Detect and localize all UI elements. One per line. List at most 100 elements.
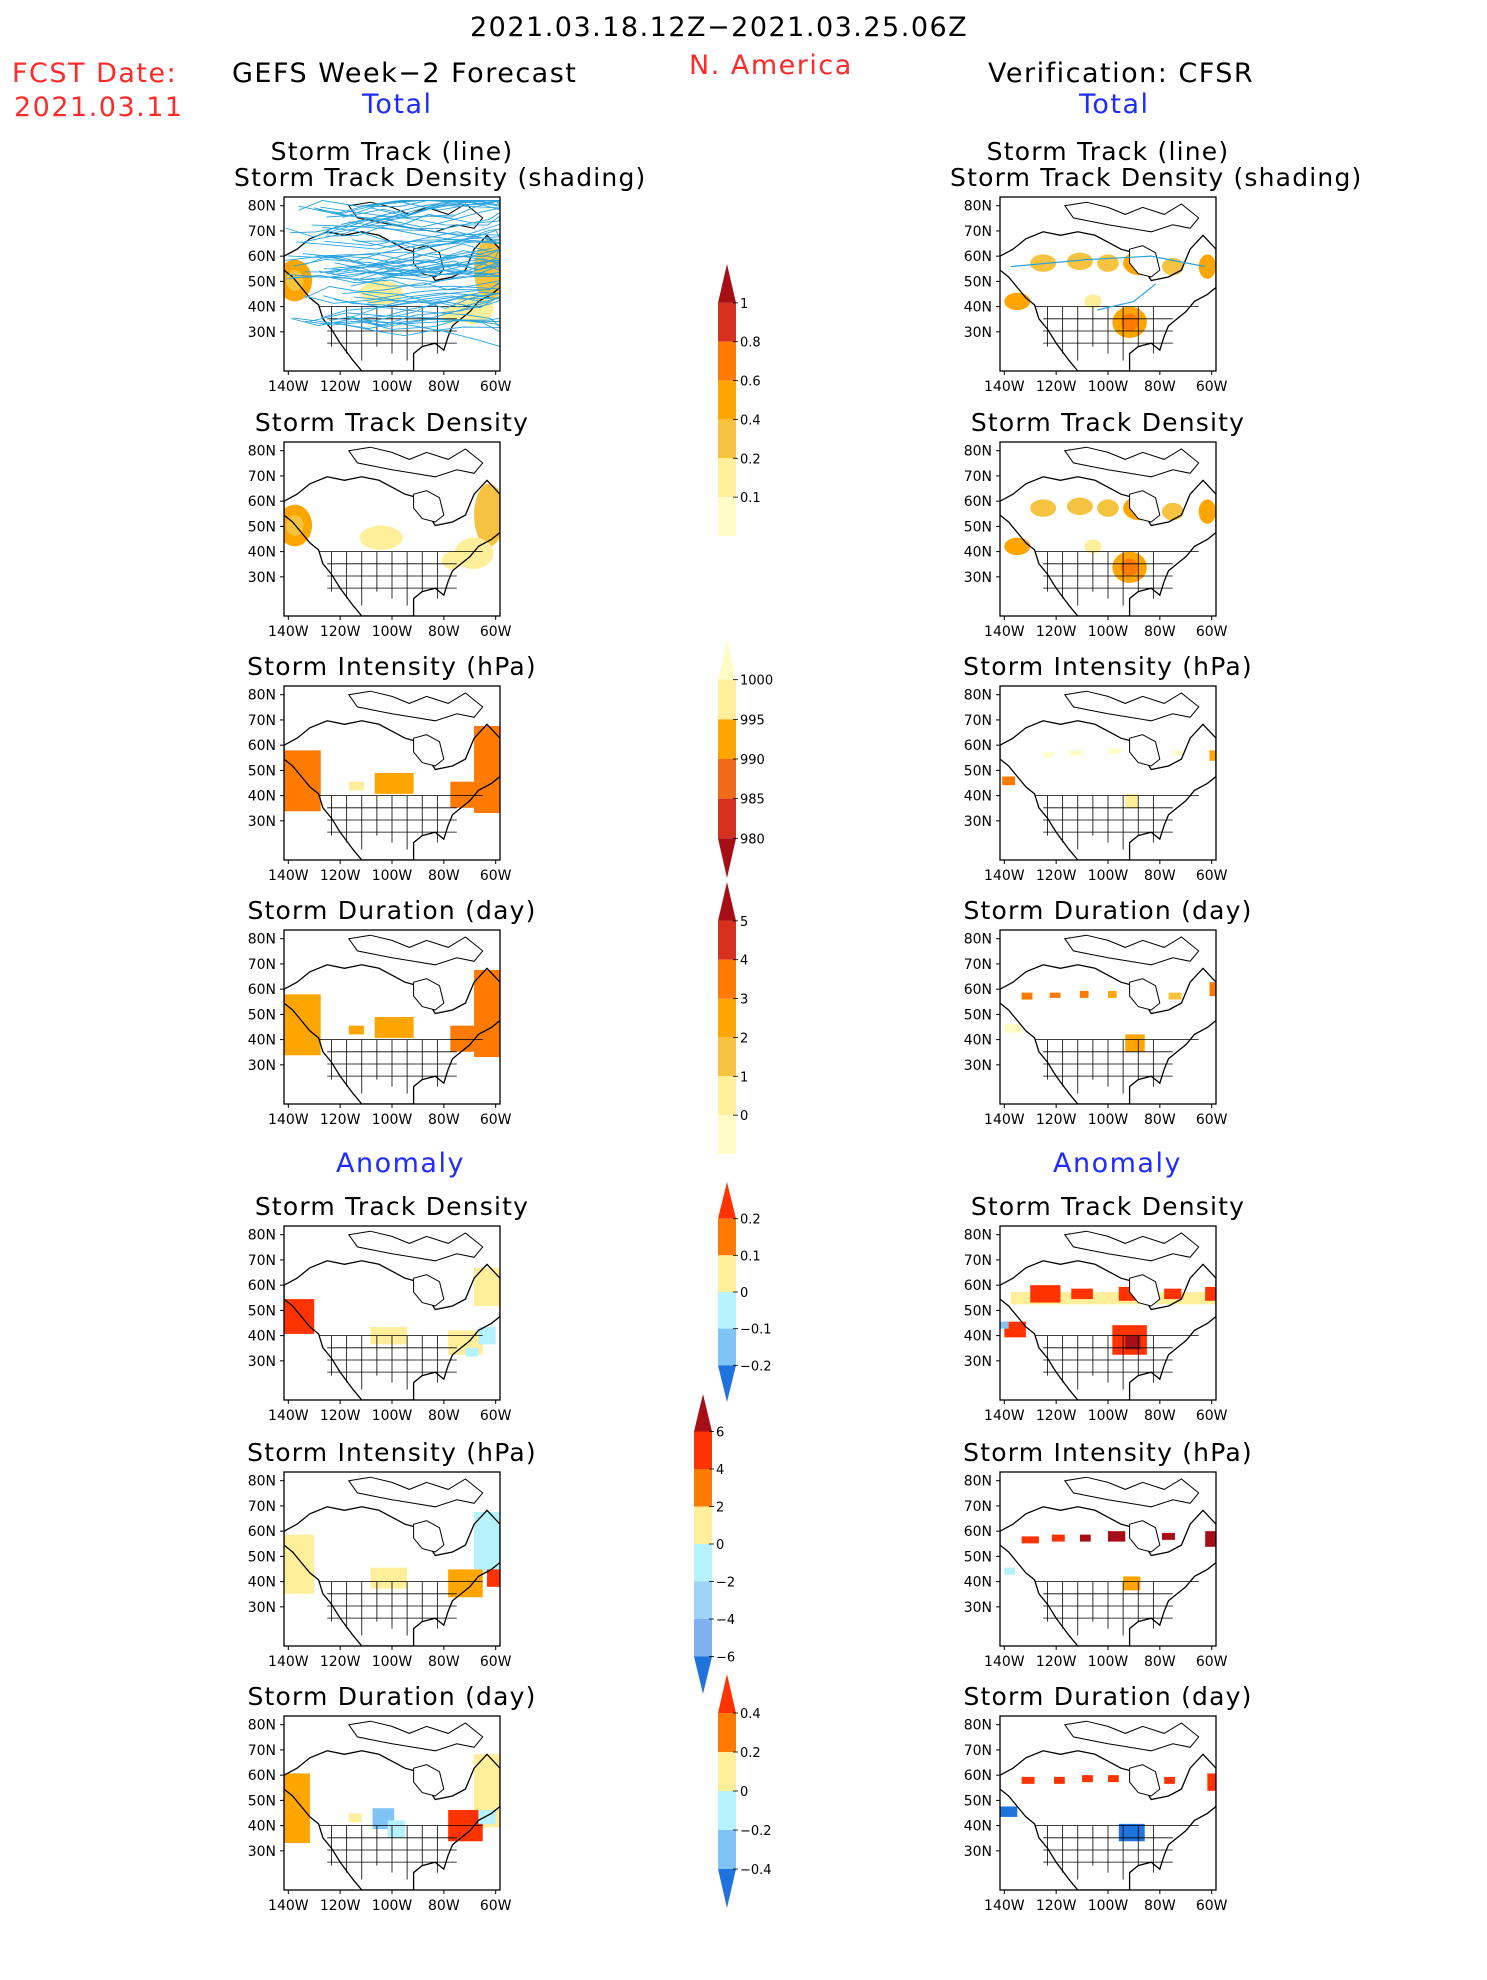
lat-tick-label: 70N [964,957,992,973]
hudson-bay [413,1274,445,1307]
shading-area [487,1569,500,1587]
lat-tick-label: 80N [248,688,276,704]
colorbar-tick-label: −0.2 [740,1359,772,1374]
lon-tick-label: 80W [428,1112,460,1128]
map: 80N 70N 60N 50N 40N 30N 140W 120W 100W 80W 60W [248,196,512,395]
lat-tick-label: 40N [964,1819,992,1835]
panel-title: Storm Intensity (hPa) [963,652,1253,681]
colorbar-segment [718,998,736,1038]
lat-tick-label: 50N [248,519,276,535]
colorbar-tick-label: 0.4 [740,413,761,428]
lon-tick-label: 80W [1144,624,1176,640]
lat-tick-label: 70N [248,1499,276,1515]
state-borders [318,795,483,850]
lon-tick-label: 140W [984,1408,1025,1424]
colorbar-tick-label: 0.4 [740,1707,761,1722]
lat-tick-label: 60N [248,982,276,998]
colorbar-segment [718,1115,736,1154]
coastline [284,964,500,1104]
storm-track-line [313,207,500,241]
shading-area [374,773,414,794]
colorbar-segment [718,838,736,878]
arctic-islands [1063,1230,1200,1262]
colorbar-segment [718,1255,736,1292]
period-title: 2021.03.18.12Z−2021.03.25.06Z [470,12,969,43]
lat-tick-label: 80N [248,199,276,215]
lat-tick-label: 50N [964,1549,992,1565]
lat-tick-label: 80N [964,1228,992,1244]
lon-tick-label: 80W [1144,1898,1176,1914]
arctic-islands [347,690,484,722]
colorbar-tick-label: 980 [740,832,765,847]
hudson-bay [413,978,445,1011]
lat-tick-label: 70N [964,1499,992,1515]
storm-track-line [363,308,500,327]
coastline [1000,964,1216,1104]
coastline [1000,231,1216,371]
shading-area [474,483,500,547]
shading-area [1000,1321,1009,1329]
shading-area [284,1534,315,1594]
hudson-bay [1129,978,1161,1011]
arctic-islands [347,934,484,966]
lon-tick-label: 100W [1088,1112,1129,1128]
verification-title: Verification: CFSR [988,58,1255,89]
lat-tick-label: 40N [248,1819,276,1835]
storm-track-line [1010,255,1206,268]
colorbar-tick-label: −4 [716,1613,735,1628]
map: 80N 70N 60N 50N 40N 30N 140W 120W 100W 80W 60W [964,1225,1228,1424]
state-borders [1034,1825,1199,1880]
storm-track-line [326,200,500,218]
hudson-bay [1129,245,1161,278]
colorbar-tick-label: 0.2 [740,452,761,467]
storm-track-line [348,221,500,244]
lon-tick-label: 120W [1036,868,1077,884]
colorbar-tick-label: −6 [716,1651,735,1666]
storm-track-line [1097,283,1156,311]
colorbar-segment [718,1218,736,1256]
lon-tick-label: 80W [428,1898,460,1914]
panel-title: Storm Duration (day) [963,1682,1253,1711]
shading-area [374,1017,414,1038]
lat-tick-label: 80N [964,688,992,704]
hudson-bay [1129,1274,1161,1307]
lat-tick-label: 60N [248,1278,276,1294]
lon-tick-label: 120W [320,1408,361,1424]
shading-area [1125,1335,1141,1350]
lat-tick-label: 50N [248,1303,276,1319]
colorbar-segment [718,1292,736,1329]
colorbar-segment [694,1656,712,1694]
lat-tick-label: 40N [248,1575,276,1591]
colorbar-tick-label: 0.6 [740,375,761,390]
lat-tick-label: 30N [964,1844,992,1860]
shading-area [1000,1806,1018,1817]
storm-track-line [314,223,500,263]
lon-tick-label: 100W [1088,868,1129,884]
shading-area [1205,1286,1216,1301]
shading-area [1108,1531,1126,1542]
colorbar-tick-label: 6 [716,1426,724,1441]
lat-tick-label: 30N [248,1354,276,1370]
panel-title: Storm Track Density [254,1192,530,1221]
arctic-islands [1063,690,1200,722]
hudson-bay [413,1764,445,1797]
colorbar-tick-label: −0.2 [740,1824,772,1839]
lon-tick-label: 140W [984,379,1025,395]
lat-tick-label: 60N [964,1524,992,1540]
hudson-bay [1129,1764,1161,1797]
shading-area [284,1773,310,1844]
arctic-islands [1063,934,1200,966]
colorbar-segment [718,419,736,459]
coastline [284,476,500,616]
storm-tracks [284,199,500,347]
shading-area [1108,990,1117,998]
storm-track-line [323,259,500,276]
shading-area [474,1512,500,1573]
fcst-date-label: FCST Date: [12,58,178,89]
storm-track-line [350,265,500,287]
shading-area [1082,1775,1093,1783]
colorbar-segment [694,1431,712,1469]
panel-title: Storm Intensity (hPa) [963,1438,1253,1467]
lat-tick-label: 80N [248,1718,276,1734]
lat-tick-label: 30N [964,325,992,341]
